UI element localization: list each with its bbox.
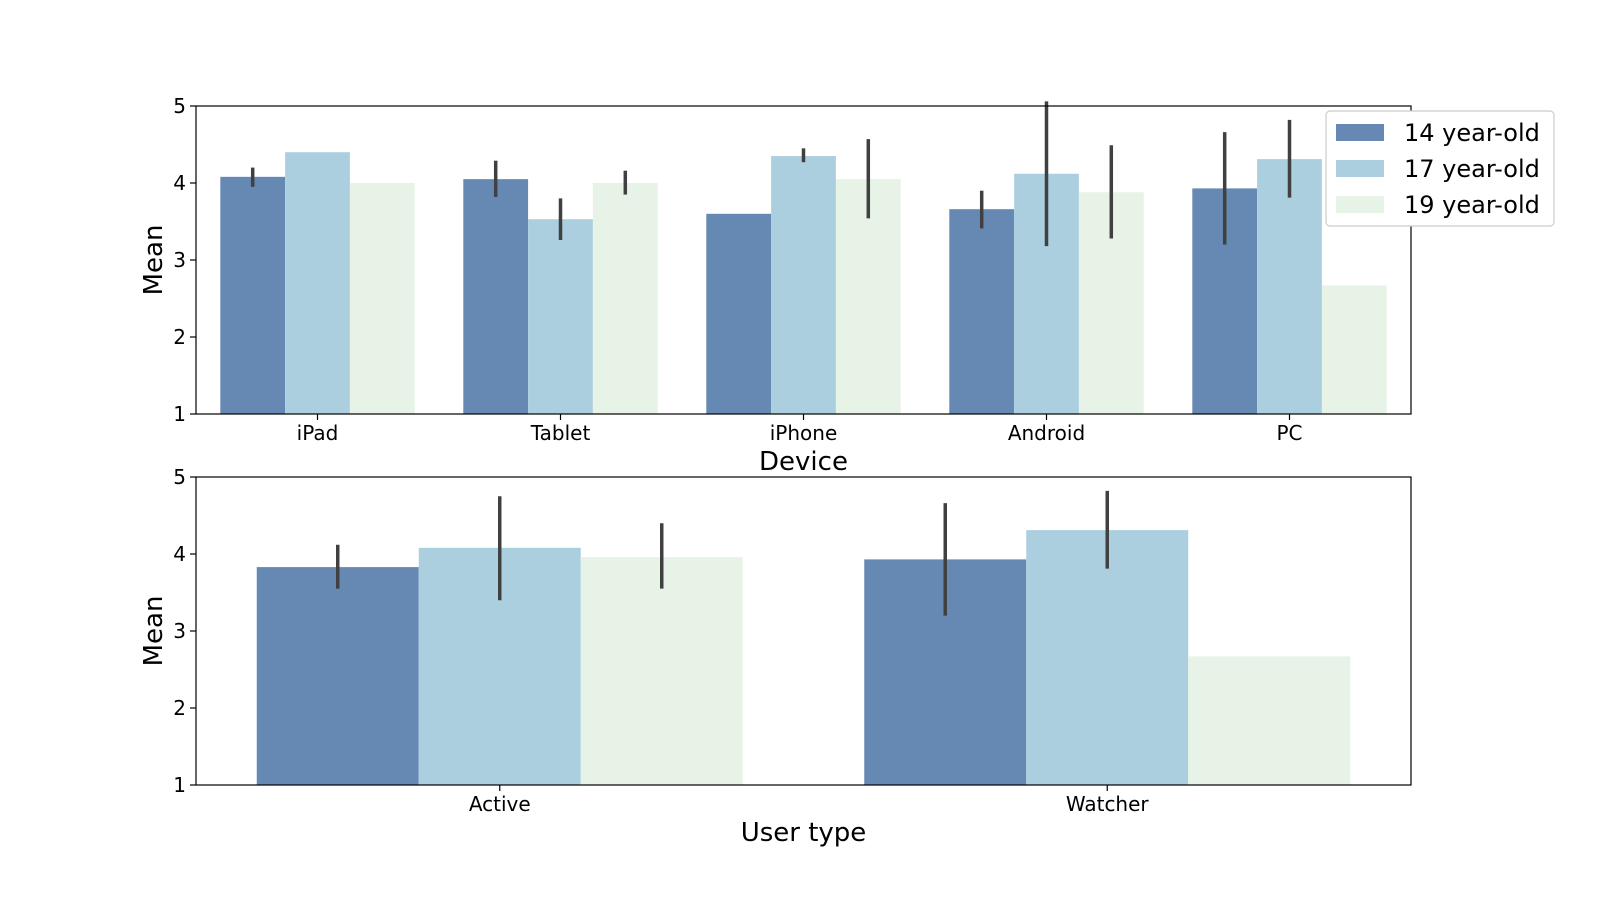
bar-iphone-14-year-old: [706, 213, 772, 414]
y-tick-label: 5: [173, 465, 186, 489]
x-tick-label-pc: PC: [1276, 421, 1302, 445]
bar-active-14-year-old: [256, 567, 419, 785]
device-chart-panel: 1 2 3 4 5 iPad Tablet iPhone Android PC Device Mean: [139, 94, 1412, 477]
y-tick-label: 5: [173, 94, 186, 118]
legend-swatch-17-year-old: [1336, 160, 1384, 177]
bar-tablet-17-year-old: [528, 219, 593, 414]
bar-ipad-17-year-old: [285, 152, 350, 414]
x-tick-label-iphone: iPhone: [770, 421, 838, 445]
x-tick-label-active: Active: [469, 792, 531, 816]
x-axis-title: User type: [741, 818, 867, 848]
x-tick-label-watcher: Watcher: [1066, 792, 1150, 816]
legend-swatch-14-year-old: [1336, 124, 1384, 141]
y-tick-label: 3: [173, 619, 186, 643]
y-tick-label: 4: [173, 171, 186, 195]
legend-label-14-year-old: 14 year-old: [1404, 119, 1540, 147]
y-tick-label: 4: [173, 542, 186, 566]
bar-tablet-19-year-old: [592, 183, 658, 414]
y-tick-label: 1: [173, 402, 186, 426]
x-axis-title: Device: [759, 447, 848, 477]
x-tick-label-ipad: iPad: [297, 421, 339, 445]
bar-watcher-19-year-old: [1188, 656, 1351, 785]
bar-tablet-14-year-old: [463, 179, 529, 414]
x-tick-label-tablet: Tablet: [530, 421, 591, 445]
bar-pc-19-year-old: [1321, 285, 1387, 414]
y-tick-label: 2: [173, 325, 186, 349]
y-tick-label: 3: [173, 248, 186, 272]
bar-active-19-year-old: [580, 557, 743, 785]
y-axis-title: Mean: [139, 225, 169, 296]
bar-ipad-19-year-old: [349, 183, 415, 414]
x-tick-label-android: Android: [1008, 421, 1085, 445]
legend-swatch-19-year-old: [1336, 196, 1384, 213]
legend-label-17-year-old: 17 year-old: [1404, 155, 1540, 183]
bar-watcher-17-year-old: [1026, 530, 1189, 785]
bar-iphone-17-year-old: [771, 156, 836, 415]
user-type-chart-panel: 1 2 3 4 5 Active Watcher User type Mean: [139, 465, 1412, 848]
bar-ipad-14-year-old: [220, 176, 286, 414]
bar-android-14-year-old: [949, 209, 1015, 414]
y-axis-title: Mean: [139, 596, 169, 667]
chart-legend: 14 year-old 17 year-old 19 year-old: [1325, 110, 1555, 227]
y-tick-label: 1: [173, 773, 186, 797]
legend-label-19-year-old: 19 year-old: [1404, 191, 1540, 219]
y-tick-label: 2: [173, 696, 186, 720]
bar-pc-17-year-old: [1257, 159, 1322, 414]
